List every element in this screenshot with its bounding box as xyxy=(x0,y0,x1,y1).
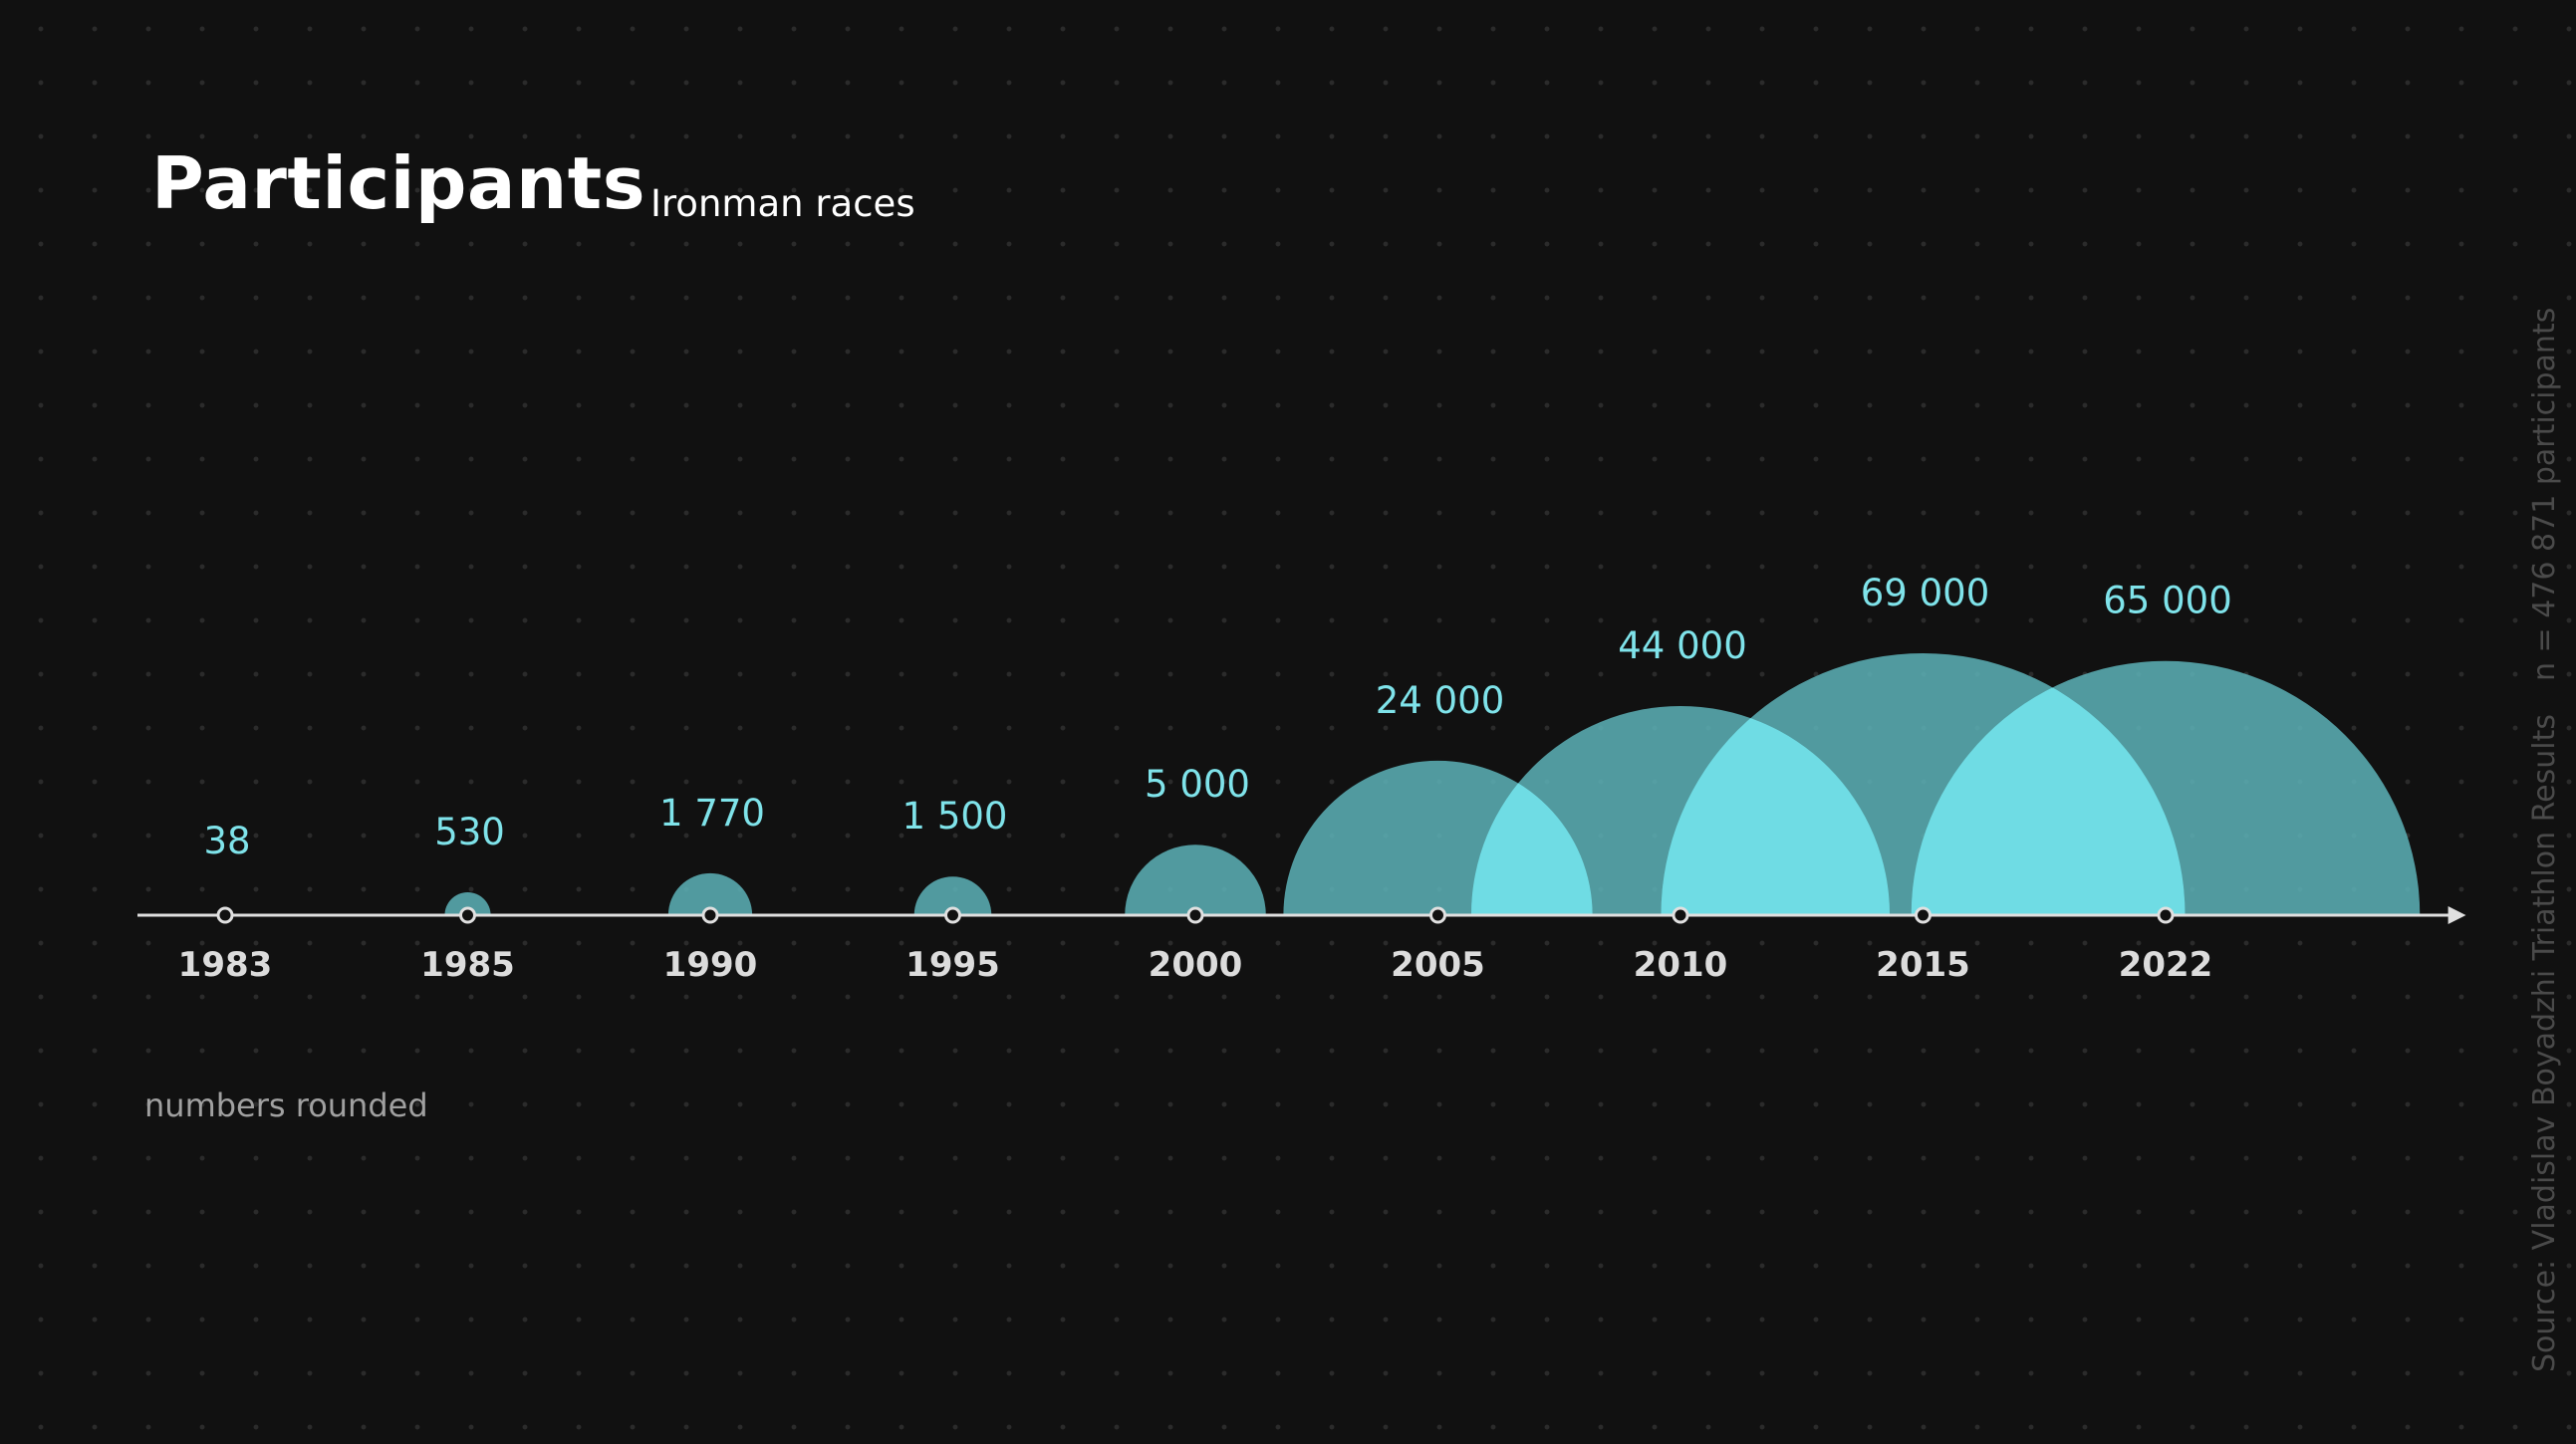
year-markers-group xyxy=(216,906,2175,924)
year-label-2005: 2005 xyxy=(1391,945,1485,985)
year-marker-1990 xyxy=(701,906,719,924)
year-marker-2000 xyxy=(1186,906,1204,924)
year-label-2010: 2010 xyxy=(1634,945,1728,985)
year-marker-1995 xyxy=(944,906,961,924)
value-label-1985: 530 xyxy=(434,811,505,853)
bubble-1990 xyxy=(667,872,753,916)
year-marker-1983 xyxy=(216,906,234,924)
value-label-2022: 65 000 xyxy=(2103,580,2231,622)
chart-title: Participants xyxy=(151,141,646,225)
bubble-2000 xyxy=(1125,844,1266,916)
value-label-2015: 69 000 xyxy=(1861,572,1989,614)
year-label-1995: 1995 xyxy=(905,945,1000,985)
year-label-1990: 1990 xyxy=(663,945,758,985)
value-labels-group: 38 530 1 770 1 500 5 000 24 000 44 000 69 000 65… xyxy=(203,572,2231,862)
year-marker-2015 xyxy=(1915,906,1932,924)
year-label-1985: 1985 xyxy=(420,945,515,985)
year-label-2022: 2022 xyxy=(2119,945,2213,985)
footnote: numbers rounded xyxy=(144,1086,428,1124)
year-marker-2010 xyxy=(1672,906,1689,924)
value-label-2010: 44 000 xyxy=(1618,624,1746,667)
year-label-2000: 2000 xyxy=(1149,945,1243,985)
bubble-overlap-2005-2010 xyxy=(1470,760,1593,916)
value-label-1995: 1 500 xyxy=(902,795,1008,838)
value-label-2000: 5 000 xyxy=(1145,763,1250,806)
year-marker-2022 xyxy=(2157,906,2175,924)
source-note: Source: Vladislav Boyadzhi Triathlon Res… xyxy=(2527,714,2562,1372)
year-marker-1985 xyxy=(459,906,476,924)
sample-size-note: n = 476 871 participants xyxy=(2527,307,2562,681)
value-label-1990: 1 770 xyxy=(659,792,765,835)
chart-subtitle: Ironman races xyxy=(650,182,915,225)
year-label-1983: 1983 xyxy=(178,945,273,985)
bubble-1985 xyxy=(444,891,491,916)
value-label-2005: 24 000 xyxy=(1376,679,1504,722)
bubble-1995 xyxy=(913,876,992,916)
value-label-1983: 38 xyxy=(203,820,250,862)
year-label-2015: 2015 xyxy=(1876,945,1970,985)
year-marker-2005 xyxy=(1429,906,1446,924)
year-labels-group: 1983 1985 1990 1995 2000 2005 2010 2015 2022 xyxy=(178,945,2213,985)
